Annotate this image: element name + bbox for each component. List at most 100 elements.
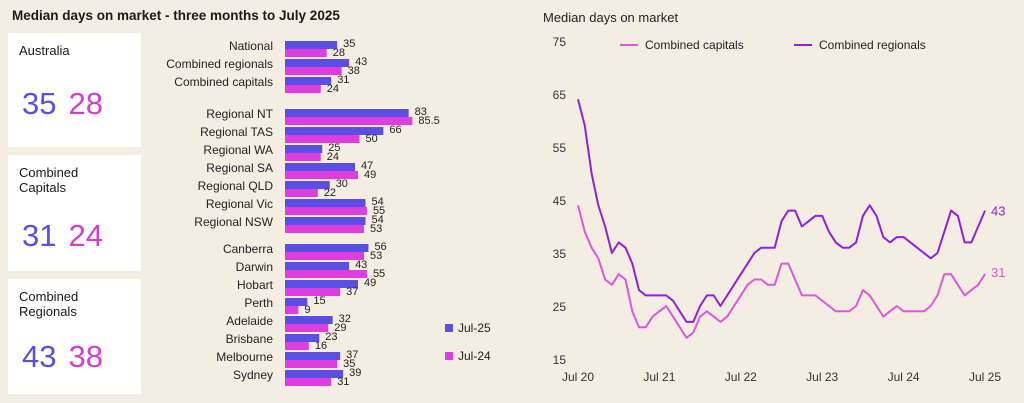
bar-value-jul25: 56 (374, 241, 386, 253)
y-tick-label: 75 (553, 35, 567, 49)
bar-value-jul24: 22 (324, 187, 336, 199)
card-value-jul24: 28 (68, 86, 103, 121)
legend-swatch-jul25 (445, 324, 453, 332)
left-chart-title: Median days on market - three months to … (12, 8, 340, 23)
bar-jul24 (285, 67, 342, 75)
bar-jul24 (285, 270, 367, 278)
series-end-label: 43 (991, 204, 1005, 219)
bar-jul24 (285, 153, 321, 161)
bar-jul25 (285, 41, 338, 49)
x-tick-label: Jul 24 (888, 370, 920, 384)
x-tick-label: Jul 25 (969, 370, 1001, 384)
bar-value-jul25: 31 (337, 74, 349, 86)
series-line-combined-capitals (577, 205, 986, 339)
bar-value-jul25: 37 (346, 349, 358, 361)
bar-value-jul25: 83 (415, 106, 427, 118)
category-label: Melbourne (216, 350, 273, 364)
bar-jul24 (285, 288, 341, 296)
legend-label-jul24: Jul-24 (458, 349, 491, 363)
card-value-jul25: 43 (22, 339, 57, 374)
bar-value-jul24: 31 (337, 376, 349, 388)
legend-label: Combined capitals (645, 38, 744, 52)
bar-value-jul25: 54 (371, 196, 383, 208)
legend-label: Combined regionals (819, 38, 926, 52)
bar-value-jul24: 53 (370, 223, 382, 235)
category-label: Perth (244, 296, 273, 310)
bar-jul24 (285, 117, 413, 125)
x-tick-label: Jul 21 (643, 370, 675, 384)
bar-jul24 (285, 342, 309, 350)
bar-value-jul25: 54 (371, 214, 383, 226)
bar-jul24 (285, 171, 359, 179)
category-label: Regional Vic (206, 197, 273, 211)
series-end-label: 31 (991, 265, 1005, 280)
y-tick-label: 25 (553, 300, 567, 314)
y-tick-label: 45 (553, 194, 567, 208)
card-combined-capitals: Combined Capitals 31 24 (8, 155, 141, 271)
bar-jul24 (285, 189, 318, 197)
bar-value-jul25: 15 (313, 295, 325, 307)
bar-jul24 (285, 360, 338, 368)
bar-jul25 (285, 59, 350, 67)
category-label: Combined regionals (166, 57, 273, 71)
bar-value-jul24: 85.5 (418, 115, 439, 127)
bar-value-jul25: 32 (339, 313, 351, 325)
bar-jul24 (285, 306, 299, 314)
bar-jul25 (285, 127, 384, 135)
bar-jul24 (285, 85, 321, 93)
bar-value-jul25: 66 (389, 124, 401, 136)
y-tick-label: 65 (553, 88, 567, 102)
card-combined-regionals: Combined Regionals 43 38 (8, 279, 141, 394)
card-value-jul25: 35 (22, 86, 57, 121)
bar-value-jul24: 24 (327, 151, 339, 163)
legend-label-jul25: Jul-25 (458, 321, 491, 335)
bar-jul25 (285, 352, 341, 360)
bar-jul25 (285, 370, 344, 378)
card-value-jul24: 38 (68, 339, 103, 374)
bar-value-jul25: 49 (364, 277, 376, 289)
bar-value-jul24: 29 (334, 322, 346, 334)
card-label: Combined Capitals (19, 165, 79, 195)
bar-value-jul25: 47 (361, 160, 373, 172)
bar-value-jul24: 9 (304, 304, 310, 316)
y-tick-label: 35 (553, 247, 567, 261)
line-chart: 15 25 35 45 55 65 75 Jul 20 Jul 21 Jul 22 Jul 23 Ju… (553, 35, 1006, 384)
bar-jul25 (285, 334, 320, 342)
x-tick-label: Jul 23 (806, 370, 838, 384)
card-label: Australia (19, 43, 70, 58)
category-label: Adelaide (226, 314, 273, 328)
bar-value-jul24: 37 (346, 286, 358, 298)
category-label: Regional TAS (200, 125, 273, 139)
bar-value-jul25: 25 (328, 142, 340, 154)
bar-jul25 (285, 244, 369, 252)
bar-value-jul24: 55 (373, 205, 385, 217)
category-label: Regional NSW (194, 215, 273, 229)
card-value-jul25: 31 (22, 218, 57, 253)
card-value-jul24: 24 (68, 218, 103, 253)
bar-value-jul25: 30 (336, 178, 348, 190)
bar-value-jul25: 23 (325, 331, 337, 343)
line-chart-title: Median days on market (543, 10, 679, 25)
y-tick-label: 55 (553, 141, 567, 155)
bar-value-jul25: 39 (349, 367, 361, 379)
bar-jul25 (285, 181, 330, 189)
bar-value-jul25: 35 (343, 38, 355, 50)
category-label: Combined capitals (174, 75, 273, 89)
bar-jul24 (285, 252, 364, 260)
bar-value-jul24: 50 (366, 133, 378, 145)
category-label: Hobart (237, 278, 274, 292)
bar-value-jul24: 53 (370, 250, 382, 262)
y-tick-label: 15 (553, 353, 567, 367)
bar-jul24 (285, 378, 332, 386)
category-label: Regional NT (206, 107, 273, 121)
bar-jul24 (285, 49, 327, 57)
bar-value-jul24: 55 (373, 268, 385, 280)
category-label: Sydney (233, 368, 273, 382)
category-label: Brisbane (226, 332, 274, 346)
category-label: Canberra (223, 242, 273, 256)
category-label: Regional SA (206, 161, 273, 175)
bar-jul25 (285, 298, 308, 306)
bar-jul24 (285, 324, 329, 332)
bar-value-jul24: 35 (343, 358, 355, 370)
